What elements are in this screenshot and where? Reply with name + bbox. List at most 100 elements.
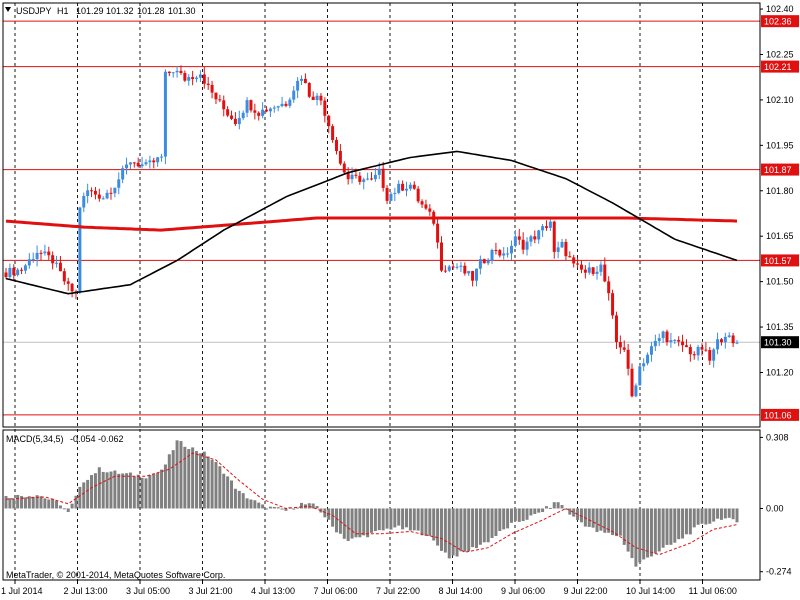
candle-body [327, 115, 331, 127]
candle-body [498, 250, 502, 256]
candle-body [97, 194, 101, 199]
candle-body [280, 103, 284, 107]
macd-bar [478, 508, 482, 545]
candle-body [35, 252, 39, 259]
macd-bar [704, 508, 708, 525]
candle-body [630, 368, 634, 397]
candle-body [163, 71, 167, 157]
macd-bar [109, 471, 113, 509]
level-price-label: 101.06 [764, 410, 792, 420]
macd-bar [677, 508, 681, 540]
candle-body [513, 236, 517, 246]
candle-body [125, 164, 129, 169]
macd-bar [404, 508, 408, 528]
macd-bar [432, 508, 436, 541]
candle-body [148, 160, 152, 163]
macd-bar [552, 502, 556, 509]
candle-body [206, 83, 210, 85]
ma-200-line [5, 216, 738, 232]
macd-bar [474, 508, 478, 549]
macd-bar [51, 498, 55, 509]
macd-bar [179, 441, 183, 509]
candle-body [568, 256, 572, 258]
candle-body [230, 115, 234, 119]
candle-body [521, 239, 525, 250]
price-axis-label: 101.65 [766, 231, 794, 241]
macd-axis-label: 0.308 [766, 432, 789, 442]
candle-body [156, 157, 160, 163]
macd-bar [97, 467, 101, 509]
candle-body [572, 257, 576, 264]
candle-body [241, 112, 245, 119]
moving-averages [5, 150, 738, 295]
macd-bar [564, 508, 568, 510]
candle-body [210, 84, 214, 93]
candle-body [358, 175, 362, 182]
macd-bar [58, 505, 62, 509]
macd-bar [331, 508, 335, 527]
macd-bar [708, 508, 712, 524]
macd-bar [163, 464, 167, 509]
candle-body [533, 236, 537, 240]
candle-body [171, 72, 175, 74]
candle-body [603, 264, 607, 282]
candle-body [393, 192, 397, 194]
macd-bar [20, 496, 24, 509]
dropdown-triangle-icon[interactable] [5, 7, 11, 12]
candle-body [222, 100, 226, 110]
macd-bar [284, 508, 288, 511]
macd-bar [230, 480, 234, 509]
copyright-footer: MetaTrader, © 2001-2014, MetaQuotes Soft… [6, 570, 225, 580]
macd-bar [125, 473, 129, 509]
macd-bar [121, 473, 125, 509]
candle-body [517, 236, 521, 240]
candle-body [315, 95, 319, 101]
candle-body [268, 108, 272, 112]
macd-bar [513, 508, 517, 521]
price-axis-label: 102.10 [766, 95, 794, 105]
candle-body [70, 283, 74, 292]
macd-bar [55, 500, 59, 509]
candle-body [117, 179, 121, 188]
macd-bar [665, 508, 669, 545]
macd-bar [712, 508, 716, 522]
macd-bar [265, 508, 269, 510]
candle-body [366, 178, 370, 180]
candle-body [471, 271, 475, 281]
macd-bar [354, 508, 358, 538]
candle-body [482, 259, 486, 264]
macd-bar [622, 508, 626, 545]
macd-bar [90, 475, 94, 509]
candle-body [4, 272, 8, 278]
candle-body [412, 184, 416, 189]
macd-bar [509, 508, 513, 523]
time-axis-label: 3 Jul 05:00 [126, 586, 170, 596]
macd-bar [688, 508, 692, 535]
macd-signal-line [5, 452, 738, 556]
macd-bar [117, 473, 121, 509]
candle-body [544, 226, 548, 228]
macd-bar [272, 506, 276, 509]
candle-body [245, 100, 249, 113]
macd-bar [541, 508, 545, 513]
candle-body [31, 258, 35, 260]
macd-bar [128, 472, 132, 509]
price-panel-border [2, 2, 761, 428]
ohlc-open: 101.29 [76, 6, 104, 16]
candle-body [560, 241, 564, 248]
candle-body [474, 268, 478, 281]
current-price-label: 101.30 [764, 338, 792, 348]
candle-body [335, 139, 339, 152]
candle-body [16, 269, 20, 276]
candle-body [202, 74, 206, 84]
candle-body [478, 259, 482, 269]
candle-body [346, 172, 350, 180]
macd-bar [183, 446, 187, 509]
macd-bar [276, 507, 280, 509]
candle-body [712, 349, 716, 361]
macd-bar [502, 508, 506, 530]
candle-body [381, 168, 385, 188]
macd-bar [70, 503, 74, 509]
macd-bar [191, 447, 195, 509]
